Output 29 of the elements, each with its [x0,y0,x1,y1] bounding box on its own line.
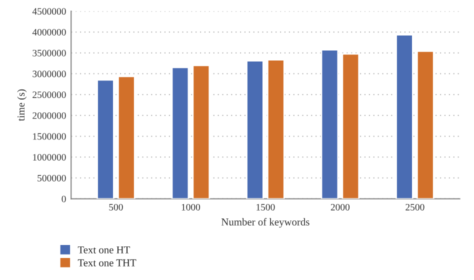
y-tick-label: 1000000 [33,154,66,161]
y-tick-label: 1500000 [33,133,66,140]
y-axis-title: time (s) [17,89,27,121]
x-tick-label: 1500 [256,204,275,211]
bar [416,50,434,199]
y-tick-label: 3000000 [32,70,66,78]
bar [320,49,339,199]
bar [192,64,210,199]
x-tick-label: 2000 [330,204,350,211]
y-tick-label: 2000000 [32,112,66,119]
y-tick-label: 500000 [38,174,66,182]
bar [246,60,264,199]
bar [171,66,190,199]
y-tick-label: 3500000 [32,50,66,56]
y-tick-label: 4000000 [32,28,66,36]
x-tick-label: 500 [109,204,123,211]
legend-label: Text one THT [78,259,136,266]
bar [96,79,114,199]
bar [266,59,285,199]
bar [117,76,136,199]
bar [342,53,360,199]
y-tick-label: 2500000 [32,91,66,98]
y-tick-label: 0 [62,196,66,202]
x-axis-title: Number of keywords [221,218,310,228]
y-tick-label: 4500000 [32,8,66,15]
x-tick-label: 2500 [406,204,424,211]
x-tick-label: 1000 [182,204,200,211]
legend-label: Text one HT [78,246,130,254]
bar [396,34,414,199]
